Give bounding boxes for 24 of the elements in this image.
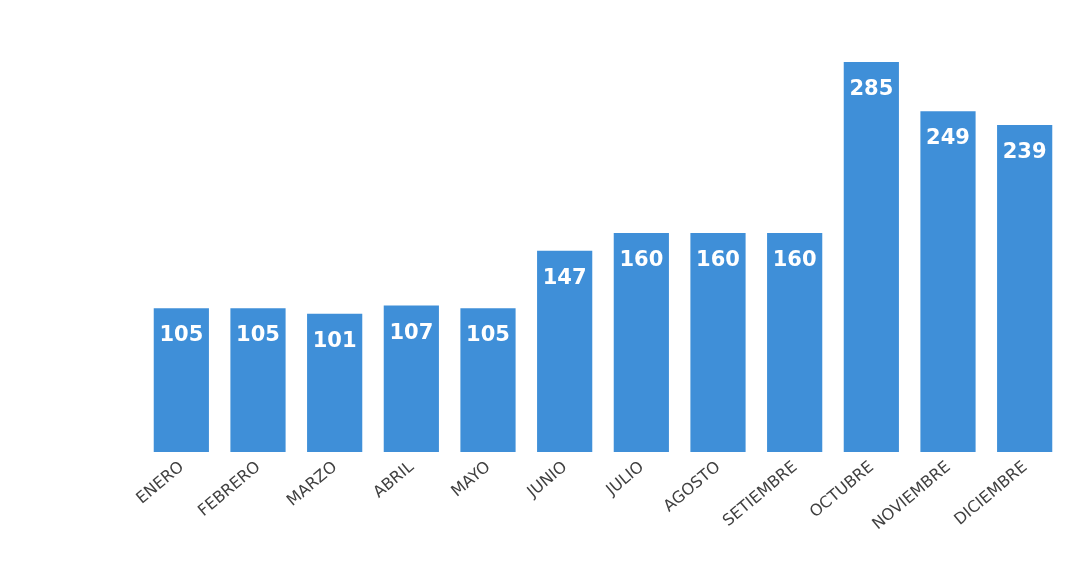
data-label: 160: [772, 247, 817, 272]
data-label: 160: [696, 247, 740, 272]
data-label: 160: [619, 247, 664, 272]
data-label: 249: [926, 125, 970, 150]
bar: [230, 308, 286, 452]
bar: [153, 308, 209, 452]
bar: [920, 111, 976, 452]
bar: [690, 233, 746, 452]
data-label: 101: [312, 327, 357, 352]
data-label: 147: [542, 264, 587, 289]
data-label: 285: [849, 76, 894, 100]
bar: [460, 308, 516, 452]
data-label: 105: [236, 322, 280, 347]
bar: [307, 313, 363, 452]
bar: [767, 233, 823, 452]
bar: [613, 233, 669, 452]
data-label: 239: [1002, 138, 1047, 163]
data-label: 105: [466, 322, 510, 347]
bar: [383, 305, 439, 452]
bar: [843, 62, 899, 452]
data-label: 105: [159, 322, 204, 347]
bar: [997, 124, 1053, 452]
data-label: 107: [389, 319, 434, 344]
bar: [537, 250, 593, 452]
